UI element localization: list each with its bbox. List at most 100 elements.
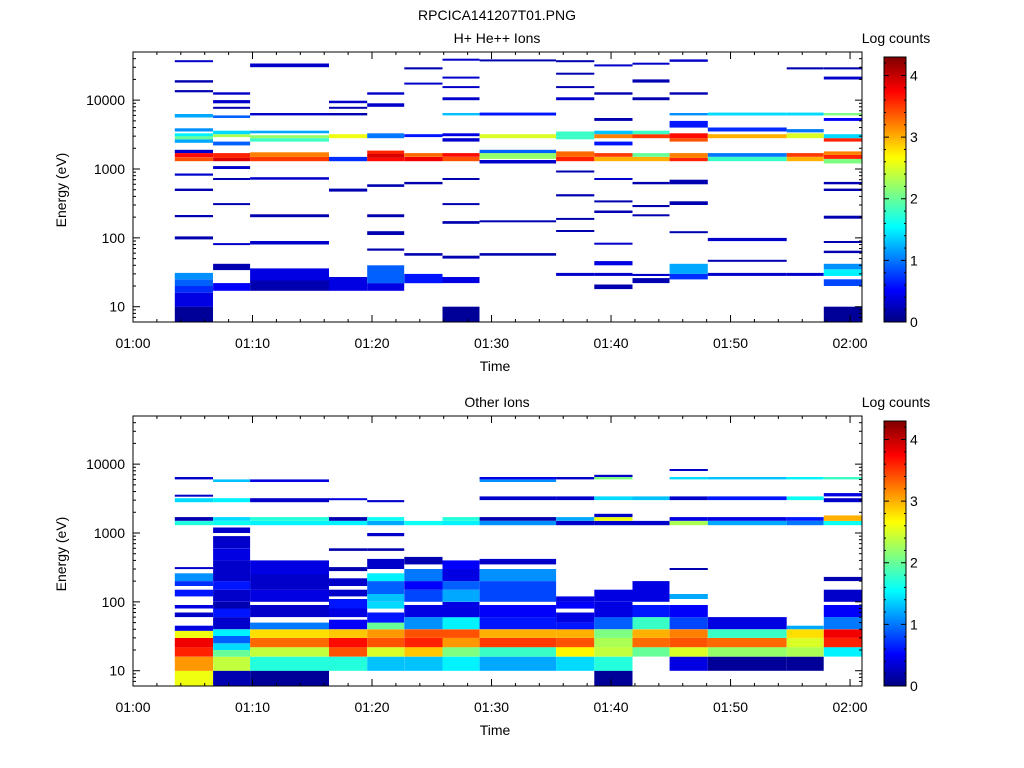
heatmap-cell — [174, 589, 213, 597]
heatmap-cell — [823, 520, 862, 526]
heatmap-cell — [213, 656, 251, 671]
heatmap-cell — [250, 280, 329, 291]
heatmap-cell — [250, 517, 329, 521]
heatmap-cell — [707, 496, 787, 501]
heatmap-cell — [213, 106, 251, 109]
heatmap-cell — [632, 79, 670, 83]
heatmap-cell — [479, 153, 557, 159]
heatmap-cell — [479, 479, 557, 482]
heatmap-cell — [367, 133, 405, 139]
heatmap-cell — [556, 194, 595, 197]
heatmap-cell — [707, 647, 787, 657]
x-tick-label: 01:30 — [474, 699, 509, 715]
heatmap-cell — [556, 520, 595, 526]
heatmap-cell — [250, 135, 329, 139]
heatmap-cell — [594, 153, 633, 157]
heatmap-cell — [632, 62, 670, 65]
heatmap-cell — [367, 248, 405, 251]
heatmap-cell — [632, 278, 670, 284]
heatmap-cell — [556, 60, 595, 63]
x-tick-label: 01:10 — [235, 699, 270, 715]
heatmap-cell — [632, 214, 670, 217]
heatmap-cell — [594, 242, 633, 245]
heatmap-cell — [556, 629, 595, 638]
heatmap-cell — [367, 283, 405, 291]
heatmap-cell — [594, 513, 633, 518]
heatmap-cell — [329, 578, 368, 586]
heatmap-cell — [174, 136, 213, 140]
heatmap-cell — [174, 60, 213, 63]
heatmap-cell — [594, 261, 633, 266]
heatmap-cell — [250, 574, 329, 590]
heatmap-cell — [823, 515, 862, 521]
heatmap-cell — [632, 617, 670, 630]
heatmap-cell — [442, 156, 480, 162]
panel-other-ions: Other Ions 01:00 01:10 01:20 01:30 01:40 01:5… — [53, 394, 930, 738]
heatmap-cell — [594, 284, 633, 290]
heatmap-cell — [329, 567, 368, 572]
heatmap-cell — [707, 272, 787, 276]
y-tick-label: 100 — [102, 230, 126, 246]
heatmap-cell — [479, 496, 557, 501]
heatmap-cell — [479, 617, 557, 630]
heatmap-cell — [786, 629, 824, 638]
heatmap-cell — [213, 670, 251, 686]
heatmap-cell — [556, 131, 595, 137]
axes: 01:00 01:10 01:20 01:30 01:40 01:50 02:00 10 100… — [86, 51, 868, 351]
heatmap-cell — [669, 594, 708, 599]
heatmap-cell — [213, 643, 251, 650]
heatmap-cell — [556, 217, 595, 220]
heatmap-cell — [707, 156, 787, 162]
y-tick-label: 10000 — [86, 456, 125, 472]
heatmap-cell — [823, 493, 862, 497]
heatmap-cell — [367, 558, 405, 569]
heatmap-cell — [786, 637, 824, 648]
heatmap-cell — [442, 86, 480, 89]
heatmap-cell — [213, 130, 251, 135]
heatmap-cell — [442, 58, 480, 61]
heatmap-cell — [823, 279, 862, 286]
heatmap-cell — [556, 656, 595, 671]
heatmap-cell — [556, 622, 595, 630]
plot-frame — [132, 51, 863, 323]
heatmap-cell — [174, 292, 213, 307]
heatmap-cell — [250, 113, 329, 116]
heatmap-cell — [174, 670, 213, 686]
heatmap-cell — [786, 496, 824, 501]
heatmap-cell — [367, 214, 405, 218]
y-tick-label: 10 — [109, 663, 125, 679]
heatmap-cell — [556, 272, 595, 276]
heatmap-cell — [669, 469, 708, 471]
heatmap-cell — [556, 601, 595, 609]
heatmap-cell — [174, 188, 213, 191]
y-axis-label: Energy (eV) — [53, 517, 69, 592]
heatmap-cell — [174, 133, 213, 137]
heatmap-cell — [174, 139, 213, 143]
heatmap-cell — [250, 63, 329, 68]
heatmap-cell — [329, 156, 368, 162]
colorbar-tick-label: 4 — [910, 431, 918, 447]
heatmap-cell — [823, 477, 862, 480]
colorbar-tick-label: 0 — [910, 678, 918, 694]
heatmap-cell — [556, 517, 595, 521]
heatmap-cell — [213, 115, 251, 118]
heatmap-cell — [213, 520, 251, 526]
heatmap-cell — [823, 181, 862, 185]
heatmap-cell — [479, 647, 557, 657]
heatmap-cell — [669, 138, 708, 142]
heatmap-cell — [367, 601, 405, 609]
heatmap-cell — [174, 630, 213, 638]
heatmap-cell — [442, 133, 480, 137]
heatmap-cell — [442, 113, 480, 116]
heatmap-cell — [786, 133, 824, 139]
x-tick-label: 01:00 — [115, 335, 150, 351]
heatmap-cell — [669, 656, 708, 671]
heatmap-cell — [823, 605, 862, 618]
heatmap-cell — [632, 181, 670, 185]
heatmap-cell — [442, 138, 480, 142]
heatmap-cell — [250, 241, 329, 245]
y-tick-label: 1000 — [94, 525, 125, 541]
colorbar-tick-label: 3 — [910, 493, 918, 509]
heatmap-cell — [823, 118, 862, 121]
heatmap-cell — [556, 156, 595, 162]
